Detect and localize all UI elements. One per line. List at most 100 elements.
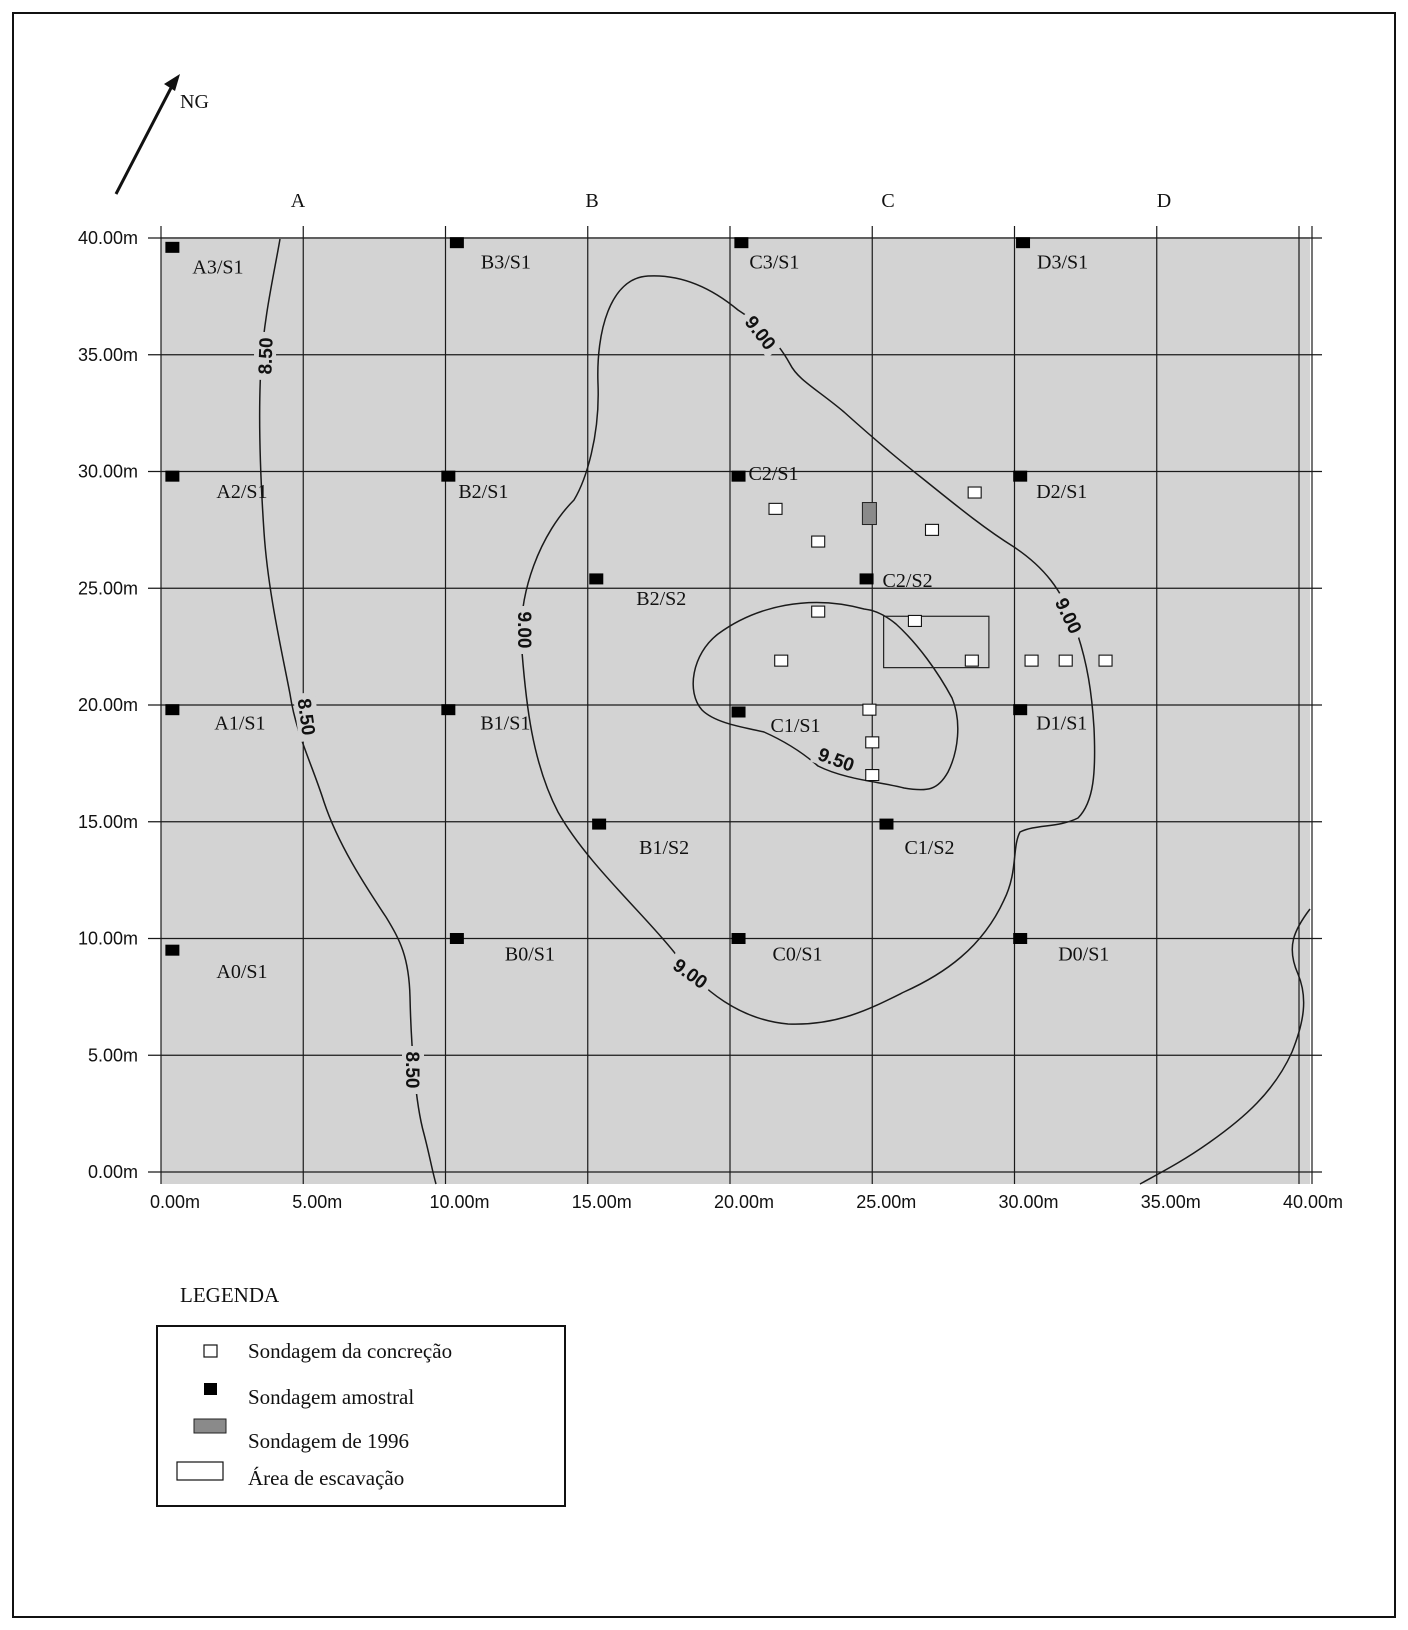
y-tick-label: 35.00m (78, 345, 138, 365)
sounding-label: C2/S1 (749, 463, 799, 485)
sample-sounding-marker (449, 933, 464, 944)
legend-box (156, 1325, 566, 1507)
legend: LEGENDA Sondagem da concreção Sondagem a… (156, 1283, 566, 1507)
concretion-sounding-marker (1024, 654, 1039, 667)
sample-sounding-marker (449, 237, 464, 249)
y-tick-label: 10.00m (78, 929, 138, 949)
legend-grey-rectangle-icon (193, 1418, 227, 1434)
sample-sounding-marker (1013, 704, 1028, 716)
sounding-label: B2/S1 (458, 481, 508, 503)
legend-open-square-icon (203, 1344, 218, 1358)
concretion-sounding-marker (774, 654, 789, 667)
sounding-label: A2/S1 (216, 481, 267, 503)
legend-title: LEGENDA (180, 1283, 280, 1307)
y-axis-ticks: 40.00m 35.00m 30.00m 25.00m 20.00m 15.00m 10.0… (78, 228, 138, 1182)
x-tick-label: 35.00m (1141, 1192, 1201, 1212)
x-tick-label: 5.00m (292, 1192, 342, 1212)
legend-filled-square-icon (204, 1383, 217, 1395)
concretion-sounding-marker (1098, 654, 1113, 667)
sounding-label: B2/S2 (636, 588, 686, 610)
sample-sounding-marker (165, 944, 180, 956)
sounding-label: C0/S1 (773, 944, 823, 966)
concretion-sounding-marker (811, 535, 826, 548)
contour-label-850-a: 8.50 (255, 337, 277, 375)
north-arrow-shaft (114, 85, 174, 195)
sounding-1996-marker (861, 502, 877, 526)
sample-sounding-marker (731, 706, 746, 718)
sample-sounding-marker (731, 933, 746, 944)
y-tick-label: 40.00m (78, 228, 138, 248)
legend-item-excavation: Área de escavação (248, 1466, 404, 1490)
y-tick-label: 20.00m (78, 695, 138, 715)
sounding-label: D3/S1 (1037, 252, 1088, 274)
sounding-label: A1/S1 (214, 713, 265, 735)
column-label-c: C (881, 190, 894, 212)
sounding-label: C3/S1 (749, 252, 799, 274)
concretion-sounding-marker (865, 736, 880, 749)
sample-sounding-marker (165, 704, 180, 716)
concretion-sounding-marker (907, 614, 922, 627)
y-tick-label: 30.00m (78, 462, 138, 482)
sample-sounding-marker (592, 818, 607, 830)
contour-line-950 (692, 601, 959, 791)
sample-sounding-marker (165, 470, 180, 482)
x-axis-ticks: 0.00m 5.00m 10.00m 15.00m 20.00m 25.00m 30.00m… (150, 1192, 1343, 1212)
x-tick-label: 25.00m (856, 1192, 916, 1212)
sounding-label: C1/S1 (771, 715, 821, 737)
x-tick-label: 15.00m (572, 1192, 632, 1212)
concretion-sounding-marker (768, 502, 783, 515)
site-map: NG 8.50 8.50 8.50 (12, 12, 1396, 1618)
sample-sounding-marker (1013, 470, 1028, 482)
page-frame: NG 8.50 8.50 8.50 (12, 12, 1396, 1618)
north-arrow: NG (114, 74, 209, 195)
sample-sounding-marker (1016, 237, 1031, 249)
contour-label-850-c: 8.50 (401, 1052, 422, 1089)
x-tick-label: 30.00m (998, 1192, 1058, 1212)
sample-sounding-marker (589, 573, 604, 585)
concretion-sounding-marker (865, 768, 880, 782)
column-label-d: D (1157, 190, 1171, 212)
legend-item-1996: Sondagem de 1996 (248, 1429, 409, 1453)
legend-open-rectangle-icon (176, 1461, 224, 1481)
sounding-label: B1/S1 (480, 713, 530, 735)
map-area: 8.50 8.50 8.50 9.00 9.00 9.00 (148, 226, 1322, 1185)
contour-label-900-b: 9.00 (513, 612, 534, 649)
frame-border (12, 12, 1396, 1618)
sounding-label: A3/S1 (192, 256, 243, 278)
sample-sounding-marker (441, 704, 456, 716)
sample-sounding-marker (731, 470, 746, 482)
contour-label-850-b: 8.50 (293, 697, 319, 737)
sounding-label: B1/S2 (639, 837, 689, 859)
column-label-a: A (291, 190, 306, 212)
concretion-sounding-marker (924, 523, 940, 536)
sample-sounding-marker (165, 241, 180, 253)
x-tick-label: 20.00m (714, 1192, 774, 1212)
sounding-label: C2/S2 (883, 570, 933, 592)
concretion-sounding-marker (862, 703, 877, 716)
sounding-label: B3/S1 (481, 252, 531, 274)
sample-sounding-marker (1013, 933, 1028, 944)
sounding-label: D0/S1 (1058, 944, 1109, 966)
legend-item-concretion: Sondagem da concreção (248, 1339, 452, 1363)
concretion-sounding-marker (811, 605, 826, 618)
sounding-labels: A3/S1 B3/S1 C3/S1 D3/S1 A2/S1 B2/S1 C2/S1 D2/S1… (192, 252, 1109, 984)
concretion-sounding-marker (964, 654, 979, 667)
x-tick-label: 40.00m (1283, 1192, 1343, 1212)
y-tick-label: 5.00m (88, 1045, 138, 1065)
x-tick-label: 0.00m (150, 1192, 200, 1212)
column-headers: A B C D (291, 190, 1171, 212)
north-label: NG (180, 91, 209, 113)
concretion-sounding-marker (967, 486, 982, 499)
y-tick-label: 15.00m (78, 812, 138, 832)
north-arrow-head-icon (164, 74, 180, 91)
sounding-markers (165, 237, 1113, 956)
contour-labels: 8.50 8.50 8.50 9.00 9.00 9.00 (253, 306, 1090, 1094)
contour-line-900 (520, 275, 1096, 1025)
contour-line-850-right (1139, 908, 1311, 1185)
sounding-label: D1/S1 (1036, 713, 1087, 735)
sounding-label: A0/S1 (216, 961, 267, 983)
sounding-label: D2/S1 (1036, 481, 1087, 503)
sample-sounding-marker (734, 237, 749, 249)
sounding-label: C1/S2 (904, 837, 954, 859)
legend-item-sample: Sondagem amostral (248, 1385, 414, 1409)
